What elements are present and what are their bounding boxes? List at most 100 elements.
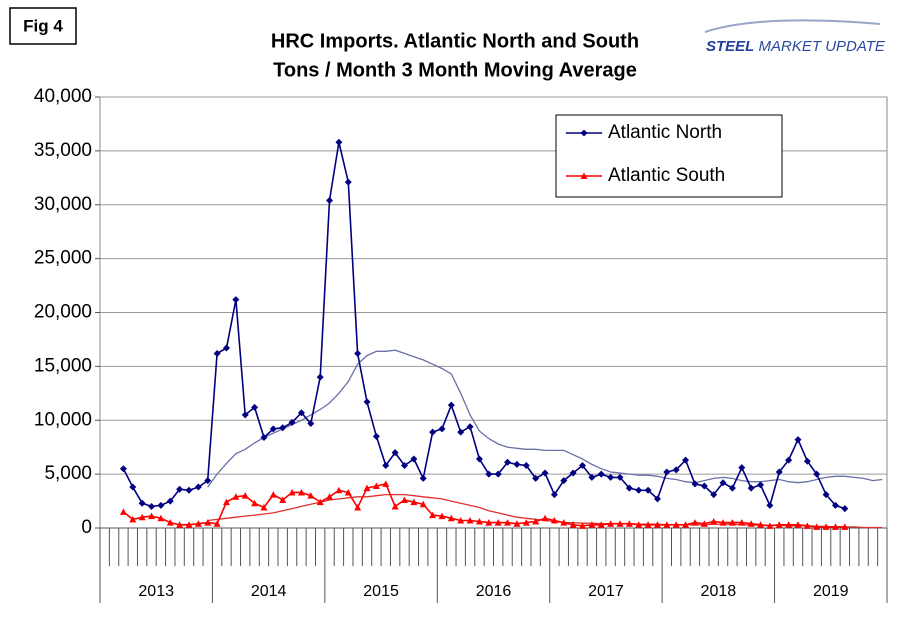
point: [785, 456, 793, 464]
point: [204, 477, 212, 485]
point: [831, 501, 839, 509]
point: [129, 515, 137, 523]
point: [597, 521, 605, 528]
point: [719, 519, 727, 526]
point: [391, 502, 399, 510]
point: [607, 473, 615, 481]
x-tick-label: 2019: [813, 583, 849, 600]
point: [307, 492, 315, 499]
point: [297, 488, 305, 496]
legend: Atlantic North Atlantic South: [555, 114, 783, 198]
point: [148, 502, 156, 510]
point: [775, 468, 783, 476]
point: [297, 409, 305, 417]
point: [166, 497, 174, 505]
point: [157, 501, 165, 509]
point: [831, 523, 839, 530]
chart-title: Tons / Month 3 Month Moving Average: [273, 59, 637, 81]
chart-title: HRC Imports. Atlantic North and South: [271, 30, 639, 52]
y-tick-label: 25,000: [34, 248, 92, 269]
logo-text: STEEL MARKET UPDATE: [706, 38, 886, 55]
point: [241, 411, 249, 419]
point: [700, 520, 708, 527]
point: [841, 523, 849, 530]
point: [429, 428, 437, 436]
legend-label: Atlantic South: [608, 165, 725, 186]
point: [822, 523, 830, 530]
point: [438, 512, 446, 520]
point: [719, 479, 727, 487]
point: [653, 495, 661, 503]
point: [466, 516, 474, 524]
legend-box: [555, 114, 783, 198]
point: [438, 425, 446, 433]
x-tick-label: 2018: [701, 583, 737, 600]
point: [279, 424, 287, 432]
point: [616, 473, 624, 481]
point: [232, 493, 240, 500]
y-tick-label: 15,000: [34, 355, 92, 376]
series: [119, 480, 849, 530]
point: [260, 504, 268, 511]
point: [766, 522, 774, 529]
point: [813, 470, 821, 478]
point: [682, 456, 690, 464]
point: [644, 521, 652, 528]
logo-swoosh: [704, 19, 881, 33]
point: [222, 498, 230, 506]
logo-bold: STEEL: [706, 38, 754, 55]
point: [316, 373, 324, 381]
series: [207, 349, 883, 488]
point: [447, 514, 455, 522]
point: [119, 508, 127, 515]
point: [138, 499, 146, 507]
point: [504, 458, 512, 466]
point: [410, 498, 418, 506]
point: [419, 500, 427, 508]
point: [194, 483, 202, 491]
point: [757, 481, 765, 489]
point: [541, 514, 549, 522]
point: [485, 519, 493, 526]
point: [588, 473, 596, 481]
point: [513, 460, 521, 468]
point: [475, 455, 483, 463]
point: [757, 521, 765, 528]
y-tick-label: 30,000: [34, 194, 92, 215]
y-tick-label: 40,000: [34, 86, 92, 107]
point: [457, 428, 465, 436]
point: [363, 484, 371, 492]
point: [653, 521, 661, 528]
point: [382, 462, 390, 470]
point: [466, 423, 474, 431]
point: [138, 513, 146, 521]
point: [475, 518, 483, 525]
point: [597, 470, 605, 478]
point: [532, 474, 540, 482]
point: [344, 488, 352, 496]
point: [204, 519, 212, 526]
point: [410, 455, 418, 463]
point: [382, 480, 390, 487]
point: [522, 519, 530, 526]
point: [485, 470, 493, 478]
point: [344, 178, 352, 186]
point: [176, 521, 184, 528]
point: [391, 449, 399, 457]
y-tick-label: 20,000: [34, 302, 92, 323]
point: [569, 469, 577, 477]
point: [260, 433, 268, 441]
point: [185, 486, 193, 494]
x-tick-label: 2017: [588, 583, 624, 600]
point: [672, 521, 680, 528]
point: [316, 498, 324, 506]
point: [419, 474, 427, 482]
point: [841, 505, 849, 513]
y-tick-label: 10,000: [34, 409, 92, 430]
point: [728, 519, 736, 526]
point: [794, 521, 802, 528]
point: [251, 499, 259, 507]
point: [176, 485, 184, 493]
point: [803, 522, 811, 529]
